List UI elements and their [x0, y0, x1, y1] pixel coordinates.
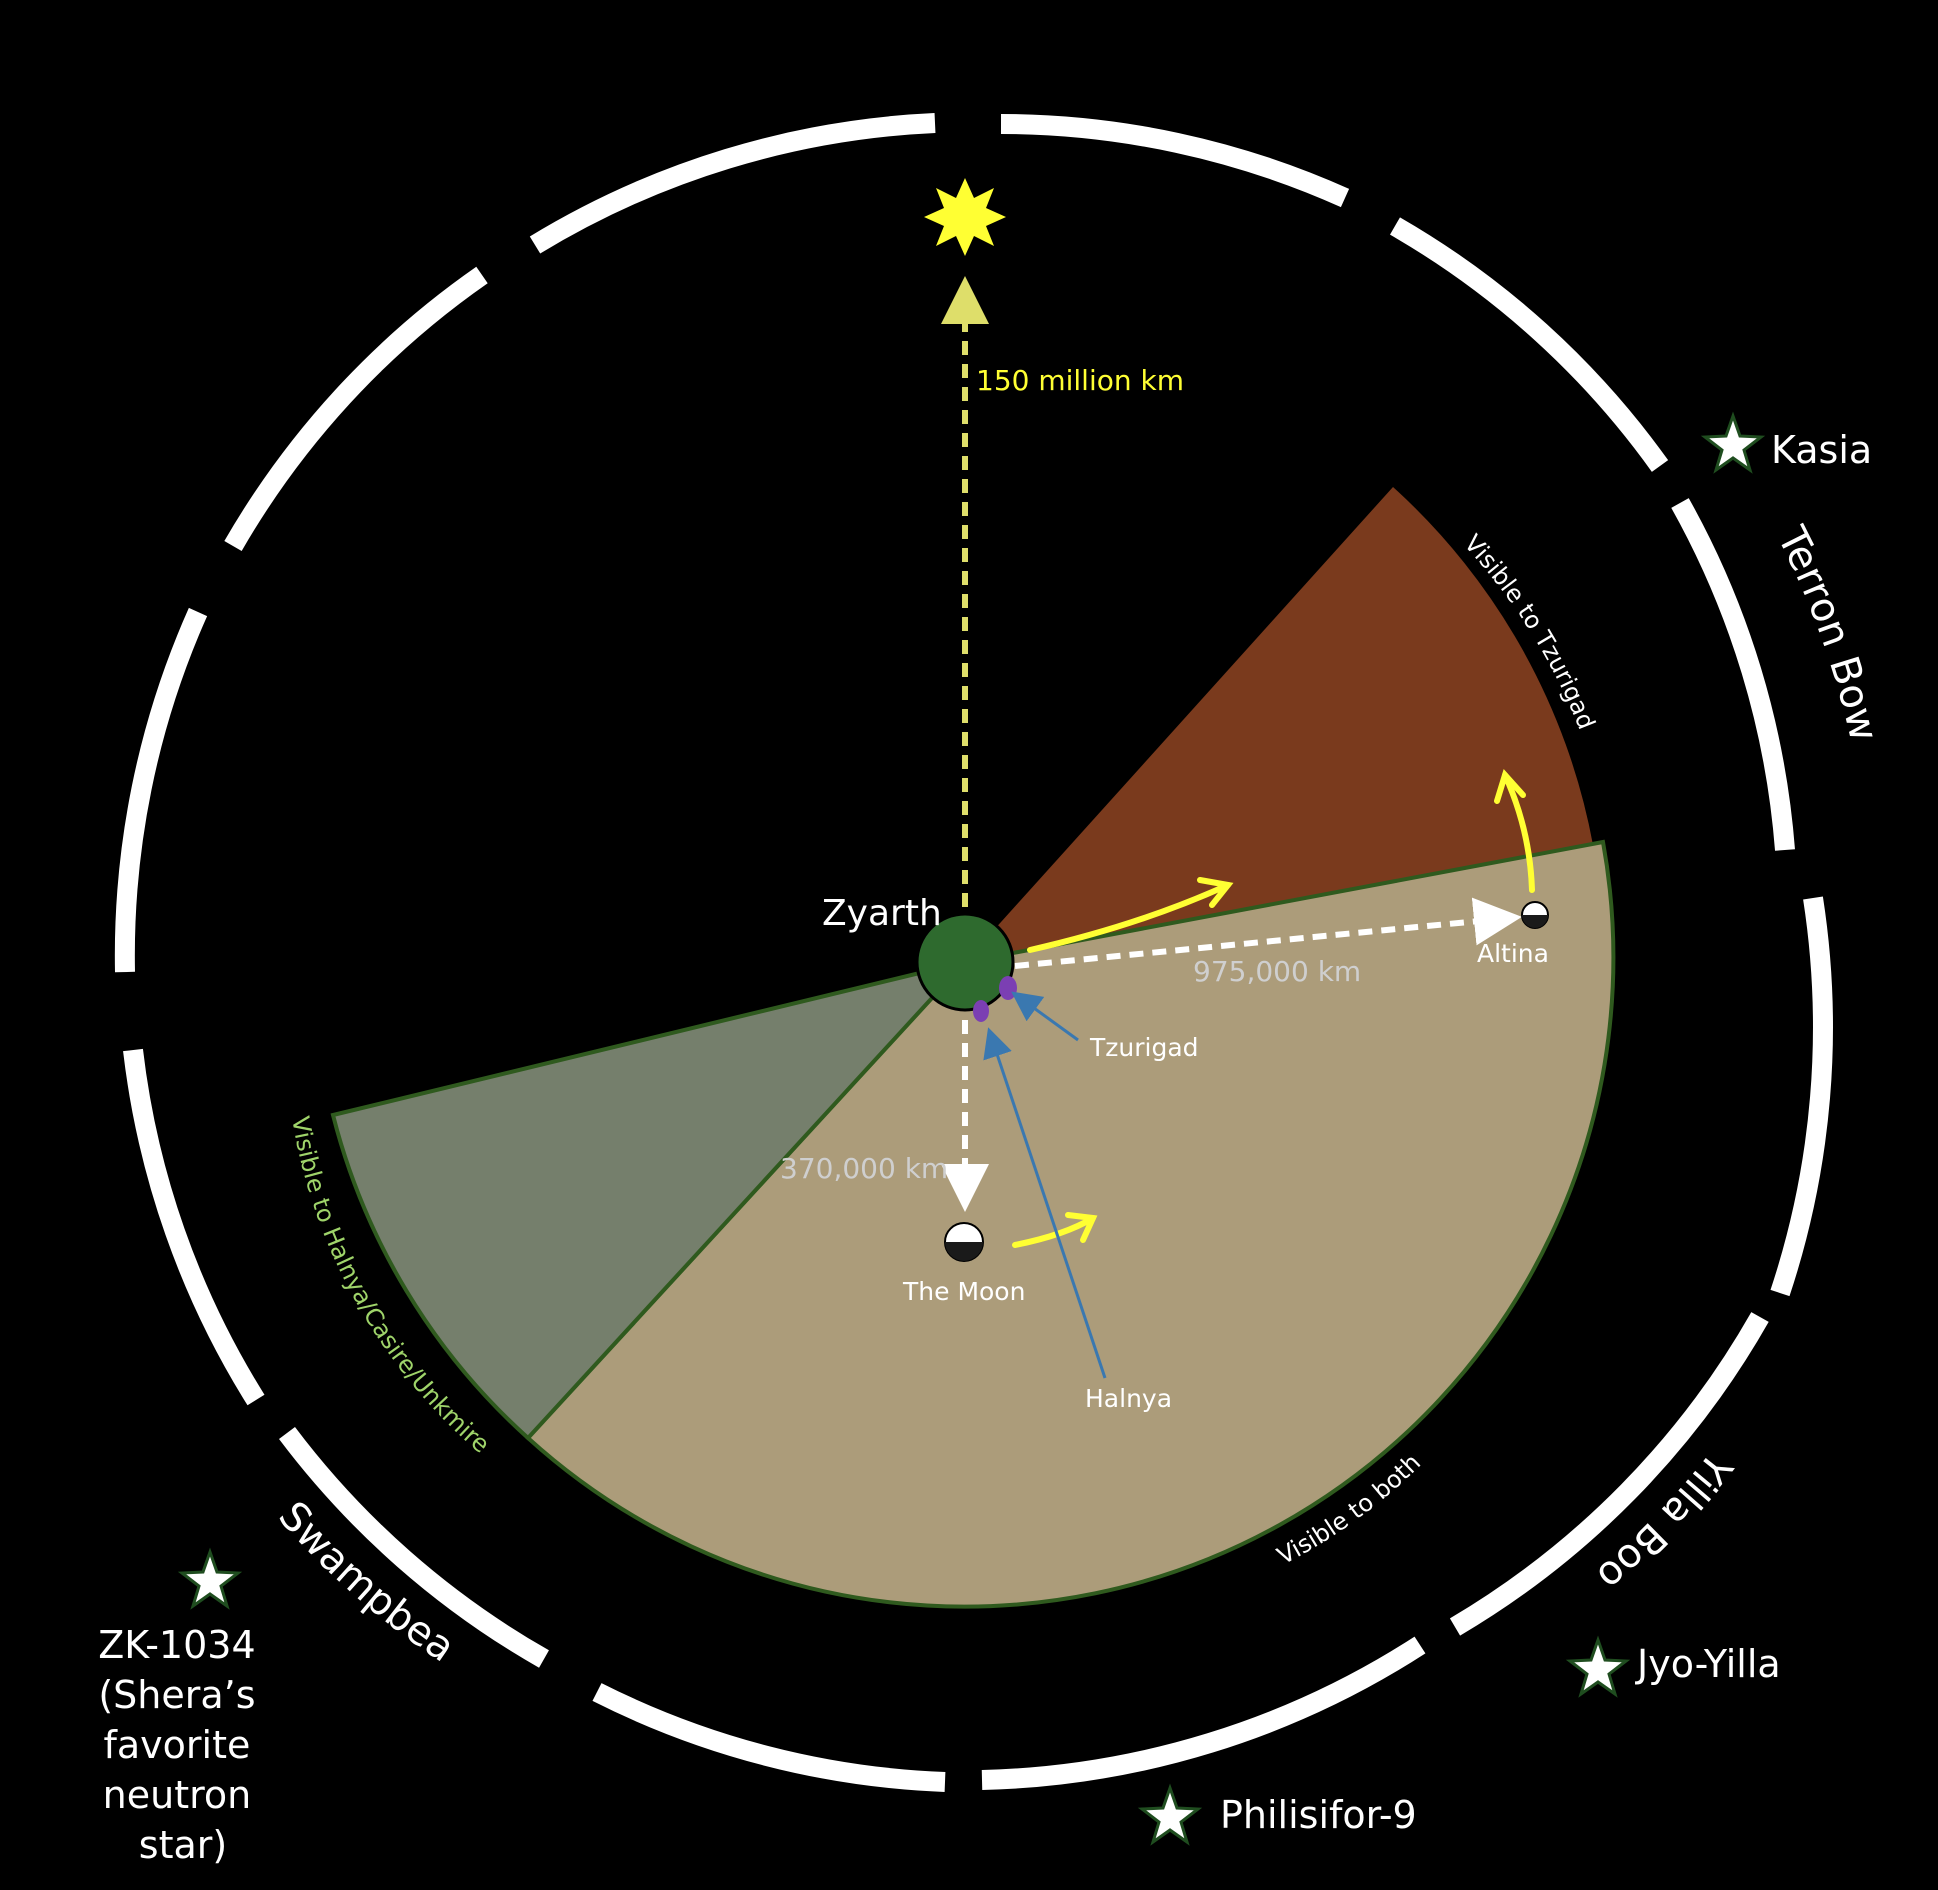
zyarth-label: Zyarth: [822, 893, 942, 934]
sector-visible-to-halnya: [330, 958, 971, 1441]
jyo-yilla-label: Jyo-Yilla: [1635, 1642, 1781, 1686]
altina-distance-line: [1014, 897, 1522, 969]
zyarth-planet: [915, 912, 1015, 1012]
moon-motion-arrow: [1012, 1215, 1096, 1248]
ring-arc-4: [1770, 896, 1833, 1297]
moon-distance-label: 370,000 km: [780, 1152, 948, 1185]
philisifor-star-icon: [1137, 1783, 1203, 1846]
ring-arc-1: [1000, 114, 1350, 208]
halnya-site-marker: [973, 1000, 989, 1022]
star-jyo-yilla: Jyo-Yilla: [1565, 1635, 1781, 1698]
halnya-pointer: [983, 1027, 1107, 1379]
visibility-regions: [330, 487, 1616, 1609]
altina-motion-arrowhead: [1494, 769, 1526, 804]
star-kasia: Kasia: [1700, 411, 1872, 474]
ring-arc-12: [529, 113, 936, 254]
orbit-motion-arrows: [1012, 769, 1535, 1248]
star-zk-1034: ZK-1034 (Shera’s favorite neutron star): [98, 1547, 267, 1867]
ring-arc-6: [981, 1636, 1426, 1790]
halnya-label: Halnya: [1085, 1384, 1172, 1413]
sector-visible-to-tzurigad: [965, 487, 1593, 962]
tzurigad-site-marker: [999, 976, 1017, 1000]
ring-arc-10: [114, 607, 208, 973]
zk-1034-star-icon: [177, 1547, 243, 1610]
ring-arc-3: [1671, 498, 1795, 851]
star-philisifor-9: Philisifor-9: [1137, 1783, 1417, 1846]
constellation-swampbear: Swampbear: [0, 0, 463, 1671]
ring-arc-11: [224, 266, 488, 551]
kasia-star-icon: [1700, 411, 1766, 474]
tzurigad-pointer: [1011, 991, 1079, 1042]
sun-icon: [924, 178, 1006, 256]
horizon-ring: [114, 113, 1833, 1792]
ring-arc-7: [592, 1683, 946, 1792]
moon-label: The Moon: [902, 1277, 1025, 1306]
altina-distance-label: 975,000 km: [1193, 955, 1361, 988]
sector-visible-to-both: [525, 839, 1616, 1609]
zk-1034-label: ZK-1034 (Shera’s favorite neutron star): [98, 1623, 267, 1867]
moon-icon: [944, 1222, 984, 1262]
moon-motion-arrowhead: [1065, 1212, 1098, 1243]
sun-distance-label: 150 million km: [976, 364, 1184, 397]
altina-label: Altina: [1477, 939, 1549, 968]
constellation-terron-bowl: Terron Bowl: [0, 0, 1887, 745]
altina-moon-icon: [1521, 901, 1549, 929]
altina-motion-arrow: [1502, 772, 1535, 893]
philisifor-label: Philisifor-9: [1220, 1793, 1417, 1837]
zyarth-rotation-arrowhead: [1197, 877, 1234, 908]
ring-arc-9: [123, 1048, 265, 1406]
ring-arc-5: [1449, 1312, 1769, 1636]
kasia-label: Kasia: [1771, 428, 1872, 472]
zyarth-rotation-arrow: [1027, 882, 1231, 953]
tzurigad-label: Tzurigad: [1089, 1033, 1199, 1062]
jyo-yilla-star-icon: [1565, 1635, 1631, 1698]
ring-arc-2: [1390, 217, 1669, 472]
ring-arc-8: [279, 1426, 549, 1668]
